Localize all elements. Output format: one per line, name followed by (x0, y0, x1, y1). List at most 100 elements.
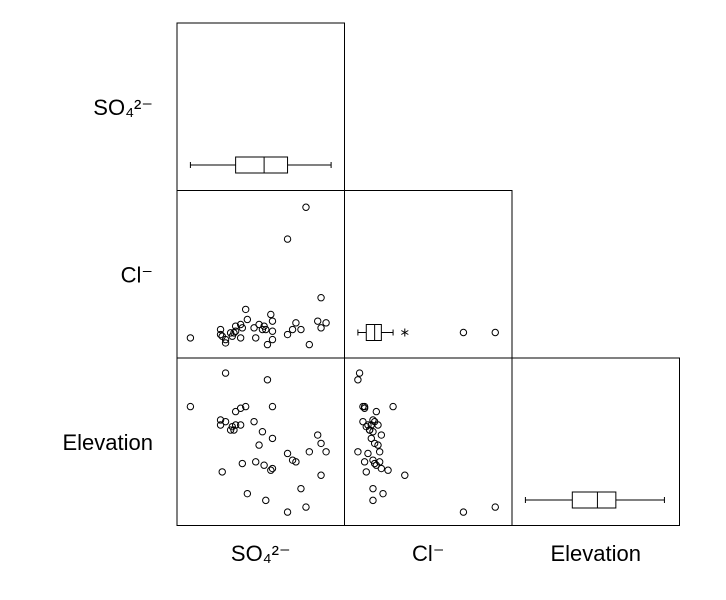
point (226, 426, 235, 434)
point (367, 434, 375, 443)
point (377, 464, 386, 473)
outlier (459, 328, 468, 337)
column-label: SO₄²⁻ (231, 541, 291, 566)
box (571, 491, 617, 509)
point (255, 320, 263, 329)
point (297, 484, 305, 493)
point (354, 448, 362, 456)
point (218, 468, 226, 476)
row-label: Cl⁻ (121, 262, 153, 287)
box (365, 324, 382, 341)
point (236, 421, 245, 429)
point (258, 428, 267, 436)
point (305, 340, 314, 349)
point (226, 329, 235, 337)
point (268, 434, 277, 443)
point (262, 496, 270, 505)
point (186, 334, 195, 342)
point (359, 402, 367, 411)
point (459, 508, 468, 516)
point (314, 317, 322, 325)
point (360, 458, 369, 466)
point (236, 334, 245, 342)
point (364, 449, 372, 458)
point (221, 417, 230, 426)
point (297, 325, 305, 334)
point (322, 448, 330, 456)
panel (511, 357, 680, 526)
point (250, 417, 258, 426)
point (241, 402, 250, 411)
point (268, 317, 277, 325)
point (322, 319, 330, 327)
point (252, 458, 260, 466)
column-label: Elevation (550, 541, 641, 566)
point (369, 416, 377, 424)
point (370, 439, 379, 448)
point (365, 426, 374, 434)
point (218, 332, 226, 340)
point (221, 369, 230, 377)
point (268, 464, 277, 473)
point (292, 458, 300, 466)
point (283, 330, 292, 339)
point (302, 203, 310, 211)
point (377, 431, 386, 439)
point (491, 503, 499, 511)
point (250, 324, 258, 332)
point (216, 325, 225, 334)
point (231, 407, 240, 416)
point (379, 489, 387, 498)
point (267, 310, 275, 319)
point (401, 471, 409, 479)
point (236, 404, 245, 412)
point (267, 466, 275, 474)
point (262, 325, 270, 334)
point (362, 468, 370, 476)
point (370, 459, 379, 468)
point (216, 330, 225, 339)
point (216, 421, 225, 429)
point (317, 471, 325, 479)
point (360, 404, 369, 412)
point (359, 417, 367, 426)
panel (176, 190, 345, 359)
point (305, 448, 314, 456)
point (252, 334, 260, 342)
outlier-star-stroke (401, 330, 409, 335)
point (375, 458, 384, 466)
point (186, 402, 195, 411)
point (283, 449, 292, 458)
point (238, 324, 247, 332)
point (302, 503, 310, 511)
point (369, 484, 377, 493)
point (243, 489, 252, 498)
point (354, 376, 362, 384)
point (241, 305, 250, 314)
panel (344, 190, 513, 359)
point (292, 319, 300, 327)
point (231, 322, 240, 330)
box (235, 156, 289, 174)
point (317, 324, 325, 332)
point (317, 439, 325, 448)
point (317, 294, 325, 302)
point (230, 329, 238, 337)
point (389, 402, 397, 411)
point (243, 315, 252, 324)
point (283, 235, 292, 243)
point (263, 376, 272, 384)
point (375, 448, 384, 456)
point (216, 416, 225, 424)
point (255, 441, 263, 449)
outlier-star (401, 328, 409, 337)
point (268, 335, 277, 344)
point (372, 407, 381, 416)
point (221, 339, 230, 347)
point (231, 327, 240, 335)
point (370, 417, 379, 426)
point (260, 461, 268, 469)
row-label: Elevation (62, 430, 153, 455)
point (283, 508, 292, 516)
